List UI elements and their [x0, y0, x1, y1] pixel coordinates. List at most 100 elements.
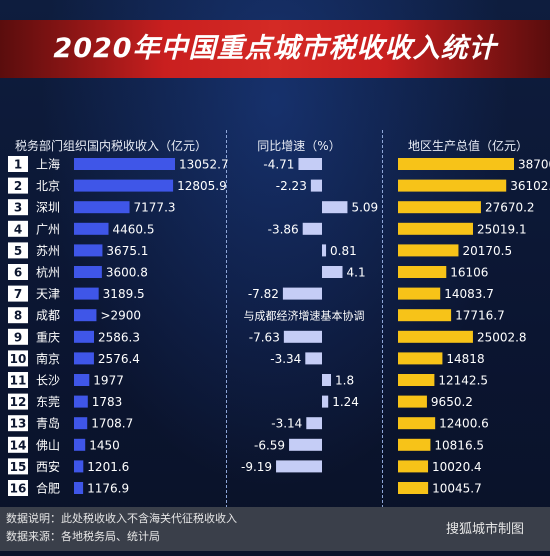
tax-value-label: 1201.6	[87, 460, 129, 474]
rank-label: 14	[10, 438, 27, 452]
rank-box	[8, 328, 28, 345]
rank-box	[8, 242, 28, 259]
rank-box	[8, 350, 28, 367]
city-label: 佛山	[36, 438, 60, 452]
tax-value-label: 1708.7	[91, 417, 133, 431]
city-label: 西安	[36, 459, 60, 474]
tax-bar	[74, 158, 175, 170]
gdp-value-label: 10816.5	[434, 438, 484, 452]
gdp-bar	[398, 395, 427, 408]
gdp-bar	[398, 352, 443, 365]
rank-label: 10	[10, 352, 27, 366]
gdp-bar	[398, 179, 507, 192]
tax-bar	[74, 482, 84, 494]
gdp-bar	[398, 266, 447, 278]
gdp-value-label: 16106	[450, 266, 488, 280]
tax-value-label: 1977	[93, 374, 124, 388]
gdp-bar	[398, 330, 473, 343]
city-label: 青岛	[36, 416, 60, 431]
rank-box	[8, 415, 28, 432]
tax-column-header: 税务部门组织国内税收收入（亿元）	[14, 139, 207, 153]
tax-value-label: 12805.9	[177, 179, 227, 193]
tax-value-label: 3189.5	[103, 287, 145, 301]
rank-label: 8	[14, 309, 22, 323]
gdp-value-label: 12400.6	[439, 417, 489, 431]
growth-value-label: 1.24	[332, 395, 359, 409]
growth-bar	[283, 330, 322, 343]
tax-value-label: 2586.3	[98, 330, 140, 344]
gdp-bar	[398, 222, 473, 235]
rank-box	[8, 372, 28, 388]
rank-label: 2	[14, 179, 22, 193]
growth-bar	[289, 438, 322, 451]
gdp-bar	[398, 374, 435, 386]
city-label: 重庆	[36, 330, 60, 344]
rank-box	[8, 177, 28, 194]
tax-bar	[74, 330, 95, 343]
city-label: 合肥	[36, 481, 60, 496]
city-label: 成都	[36, 309, 60, 323]
city-label: 广州	[36, 222, 60, 236]
rank-label: 6	[14, 266, 22, 280]
rank-box	[8, 285, 28, 302]
rank-box	[8, 156, 28, 172]
data-note: 数据说明：此处税收收入不含海关代征税收收入	[6, 512, 237, 525]
gdp-value-label: 14818	[446, 352, 484, 366]
gdp-value-label: 9650.2	[431, 395, 473, 409]
title-band	[0, 20, 550, 78]
tax-value-label: 13052.7	[179, 158, 229, 172]
rank-label: 1	[14, 158, 22, 172]
growth-value-label: -7.63	[249, 330, 280, 344]
tax-bar	[74, 266, 102, 278]
city-label: 苏州	[36, 244, 60, 258]
city-label: 长沙	[36, 374, 60, 388]
growth-bar	[282, 287, 322, 300]
rank-box	[8, 393, 28, 410]
chart-title: 2020年中国重点城市税收收入统计	[53, 33, 497, 64]
credit-label: 搜狐城市制图	[446, 522, 525, 537]
tax-bar	[74, 244, 103, 257]
gdp-value-label: 14083.7	[444, 287, 494, 301]
growth-note-label: 与成都经济增速基本协调	[244, 309, 365, 323]
gdp-bar	[398, 158, 514, 170]
tax-value-label: 7177.3	[134, 201, 176, 215]
tax-bar	[74, 460, 84, 473]
gdp-bar	[398, 287, 441, 300]
data-source: 数据来源：各地税务局、统计局	[6, 530, 160, 543]
growth-value-label: -7.82	[248, 287, 279, 301]
rank-label: 15	[10, 460, 27, 474]
tax-value-label: 4460.5	[113, 222, 155, 236]
gdp-bar	[398, 438, 431, 451]
growth-value-label: -3.86	[268, 222, 299, 236]
growth-bar	[322, 244, 327, 257]
tax-bar	[74, 395, 88, 408]
growth-value-label: -4.71	[263, 158, 294, 172]
rank-label: 3	[14, 201, 22, 215]
growth-bar	[322, 374, 331, 386]
growth-bar	[322, 201, 348, 214]
rank-box	[8, 264, 28, 280]
city-label: 南京	[36, 351, 60, 366]
gdp-bar	[398, 201, 481, 214]
tax-bar	[74, 179, 174, 192]
gdp-value-label: 25019.1	[477, 222, 527, 236]
gdp-value-label: 36102.6	[510, 179, 550, 193]
gdp-bar	[398, 460, 429, 473]
growth-bar	[305, 352, 322, 365]
tax-value-label: >2900	[100, 309, 141, 323]
growth-value-label: 0.81	[330, 244, 357, 258]
tax-value-label: 2576.4	[98, 352, 140, 366]
city-label: 东莞	[36, 395, 60, 409]
rank-label: 13	[10, 417, 27, 431]
gdp-value-label: 10020.4	[432, 460, 482, 474]
gdp-bar	[398, 417, 436, 430]
rank-label: 4	[14, 222, 22, 236]
growth-bar	[322, 395, 329, 408]
footer-band	[0, 507, 550, 551]
tax-bar	[74, 374, 90, 386]
growth-value-label: -3.14	[271, 417, 302, 431]
gdp-value-label: 38700.6	[518, 158, 550, 172]
rank-box	[8, 220, 28, 237]
growth-bar	[310, 179, 322, 192]
